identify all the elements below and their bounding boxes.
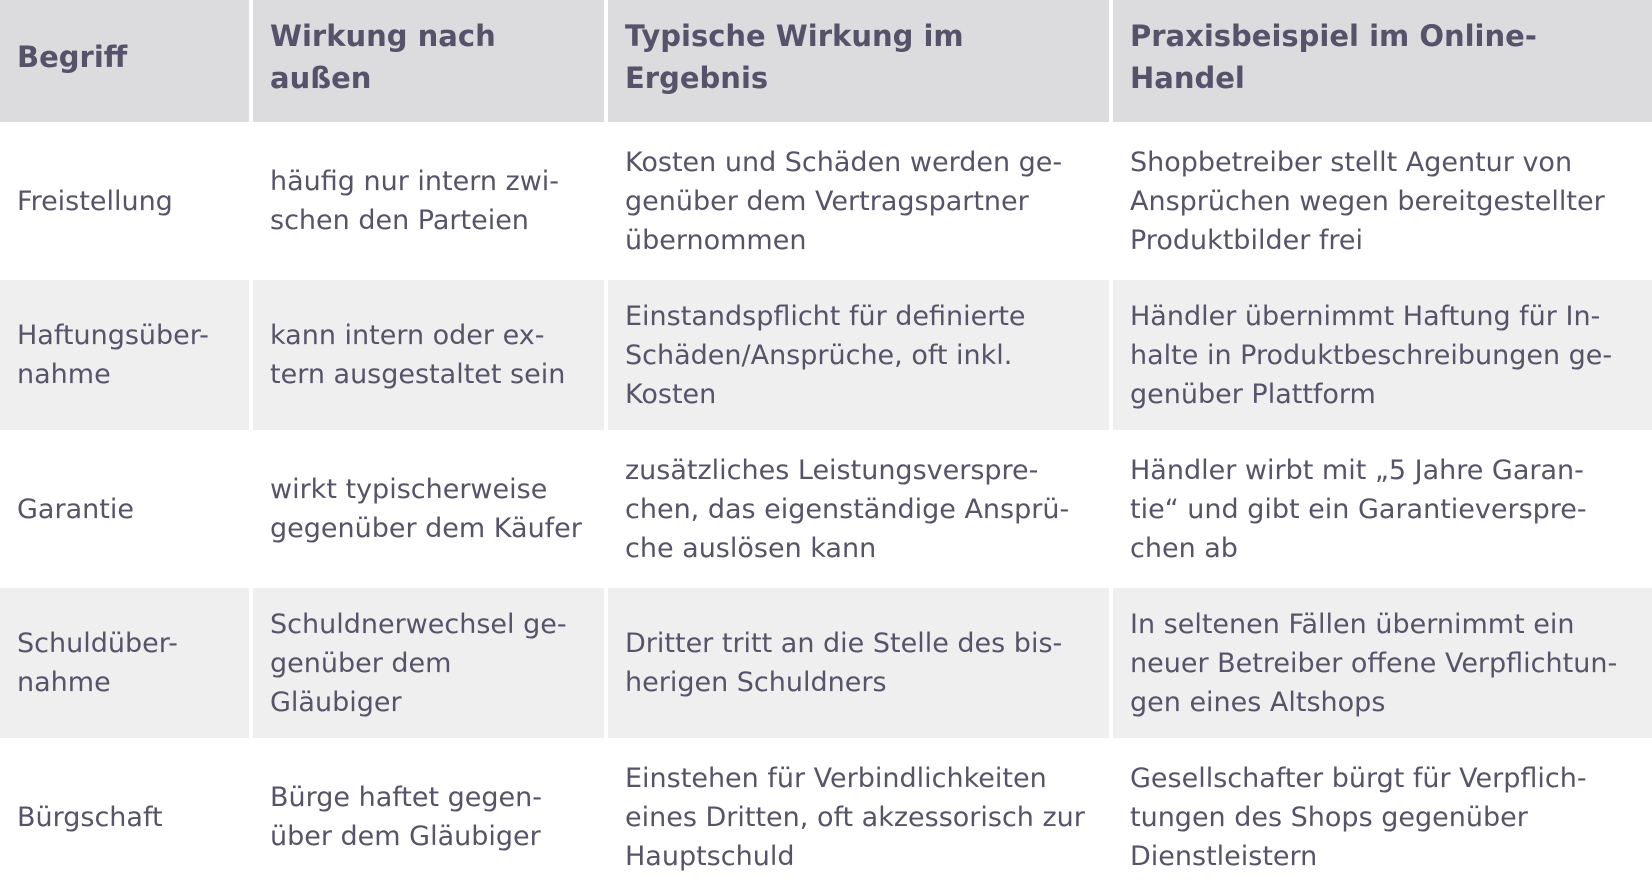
header-typische-wirkung: Typische Wirkung im Ergebnis (608, 0, 1109, 122)
term-cell: Schuldüber- nahme (0, 588, 249, 738)
term-cell: Bürgschaft (0, 742, 249, 892)
external-effect-cell: wirkt typischerweise gegenüber dem Käufe… (253, 434, 604, 584)
header-begriff: Begriff (0, 0, 249, 122)
term-cell: Garantie (0, 434, 249, 584)
example-cell: Händler übernimmt Haftung für In- halte … (1113, 280, 1652, 430)
typical-effect-cell: Kosten und Schäden werden ge- genüber de… (608, 126, 1109, 276)
external-effect-cell: Schuldnerwechsel ge- genüber dem Gläubig… (253, 588, 604, 738)
typical-effect-cell: zusätzliches Leistungsverspre- chen, das… (608, 434, 1109, 584)
typical-effect-cell: Einstandspflicht für definierte Schäden/… (608, 280, 1109, 430)
external-effect-cell: kann intern oder ex- tern ausgestaltet s… (253, 280, 604, 430)
typical-effect-cell: Dritter tritt an die Stelle des bis- her… (608, 588, 1109, 738)
example-cell: In seltenen Fällen übernimmt ein neuer B… (1113, 588, 1652, 738)
header-praxisbeispiel: Praxisbeispiel im Online- Handel (1113, 0, 1652, 122)
header-wirkung-nach-aussen: Wirkung nach außen (253, 0, 604, 122)
typical-effect-cell: Einstehen für Verbindlichkeiten eines Dr… (608, 742, 1109, 892)
example-cell: Händler wirbt mit „5 Jahre Garan- tie“ u… (1113, 434, 1652, 584)
example-cell: Gesellschafter bürgt für Verpflich- tung… (1113, 742, 1652, 892)
term-cell: Haftungsüber- nahme (0, 280, 249, 430)
external-effect-cell: häufig nur intern zwi- schen den Parteie… (253, 126, 604, 276)
term-cell: Freistellung (0, 126, 249, 276)
example-cell: Shopbetreiber stellt Agentur von Ansprüc… (1113, 126, 1652, 276)
external-effect-cell: Bürge haftet gegen- über dem Gläubiger (253, 742, 604, 892)
